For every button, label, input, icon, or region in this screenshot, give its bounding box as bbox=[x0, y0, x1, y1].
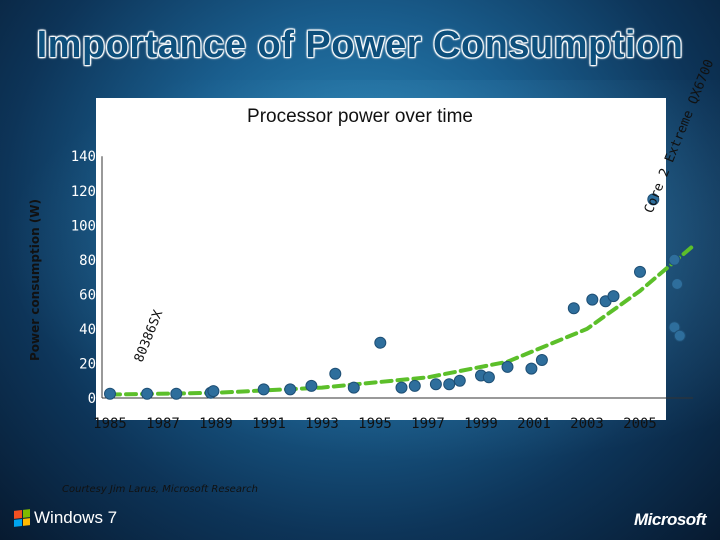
x-tick-label: 1993 bbox=[305, 416, 339, 432]
trendline bbox=[108, 244, 695, 397]
x-tick-label: 1987 bbox=[146, 416, 180, 432]
x-tick-label: 1989 bbox=[199, 416, 233, 432]
data-point bbox=[257, 383, 270, 396]
chart-area bbox=[96, 98, 666, 420]
x-tick-label: 2003 bbox=[570, 416, 604, 432]
x-tick-label: 2005 bbox=[623, 416, 657, 432]
data-point bbox=[347, 381, 360, 394]
windows-7-logo: Windows 7 bbox=[14, 508, 117, 528]
microsoft-logo: Microsoft bbox=[634, 510, 707, 529]
data-point bbox=[453, 374, 466, 387]
data-point bbox=[668, 321, 681, 334]
data-point bbox=[535, 354, 548, 366]
x-tick-label: 1997 bbox=[411, 416, 445, 432]
slide-title: Importance of Power Consumption bbox=[36, 24, 684, 66]
data-point bbox=[586, 293, 599, 306]
data-point bbox=[305, 379, 318, 392]
data-point bbox=[443, 378, 456, 391]
data-point bbox=[141, 387, 154, 400]
y-tick-label: 140 bbox=[71, 149, 96, 165]
windows-7-text: Windows 7 bbox=[34, 508, 118, 527]
data-point bbox=[607, 290, 620, 303]
data-point bbox=[671, 278, 684, 290]
data-point bbox=[634, 265, 646, 278]
x-tick-label: 2001 bbox=[517, 416, 551, 432]
trendline-group bbox=[108, 244, 695, 397]
data-points bbox=[104, 193, 686, 400]
data-point bbox=[525, 362, 538, 375]
annotations: 80386SX Core 2 Extreme QX6700 bbox=[132, 57, 717, 364]
x-tick-label: 1999 bbox=[464, 416, 498, 432]
data-point bbox=[284, 383, 297, 396]
data-point bbox=[501, 360, 514, 373]
annotation-core2-extreme: Core 2 Extreme QX6700 bbox=[642, 57, 717, 215]
data-point bbox=[329, 367, 342, 380]
data-point bbox=[408, 379, 421, 392]
data-point bbox=[673, 329, 686, 342]
chart-title: Processor power over time bbox=[247, 106, 473, 127]
y-tick-label: 80 bbox=[79, 253, 96, 269]
courtesy-note: Courtesy Jim Larus, Microsoft Research bbox=[62, 484, 258, 495]
data-point bbox=[647, 193, 660, 206]
x-tick-label: 1985 bbox=[93, 416, 127, 432]
y-tick-labels: 0 20 40 60 80 100 120 140 bbox=[71, 149, 96, 407]
y-axis-label: Power consumption (W) bbox=[28, 198, 42, 362]
annotation-80386sx: 80386SX bbox=[132, 308, 166, 365]
y-tick-label: 20 bbox=[79, 356, 96, 372]
chart-axes bbox=[101, 156, 693, 399]
y-tick-label: 40 bbox=[79, 322, 96, 338]
data-point bbox=[170, 387, 183, 400]
data-point bbox=[207, 385, 220, 398]
x-tick-label: 1995 bbox=[358, 416, 392, 432]
x-tick-label: 1991 bbox=[252, 416, 286, 432]
data-point bbox=[374, 336, 387, 349]
y-tick-label: 120 bbox=[71, 184, 96, 200]
data-point bbox=[429, 378, 442, 391]
data-point bbox=[482, 371, 495, 384]
windows-flag-icon bbox=[14, 509, 30, 527]
y-tick-label: 0 bbox=[88, 391, 96, 407]
data-point bbox=[395, 381, 408, 394]
data-point bbox=[668, 253, 681, 266]
x-tick-labels: 1985 1987 1989 1991 1993 1995 1997 1999 2001 2003… bbox=[93, 416, 657, 432]
y-tick-label: 60 bbox=[79, 287, 96, 303]
data-point bbox=[567, 302, 580, 315]
y-tick-label: 100 bbox=[71, 218, 96, 234]
data-point bbox=[104, 387, 116, 400]
